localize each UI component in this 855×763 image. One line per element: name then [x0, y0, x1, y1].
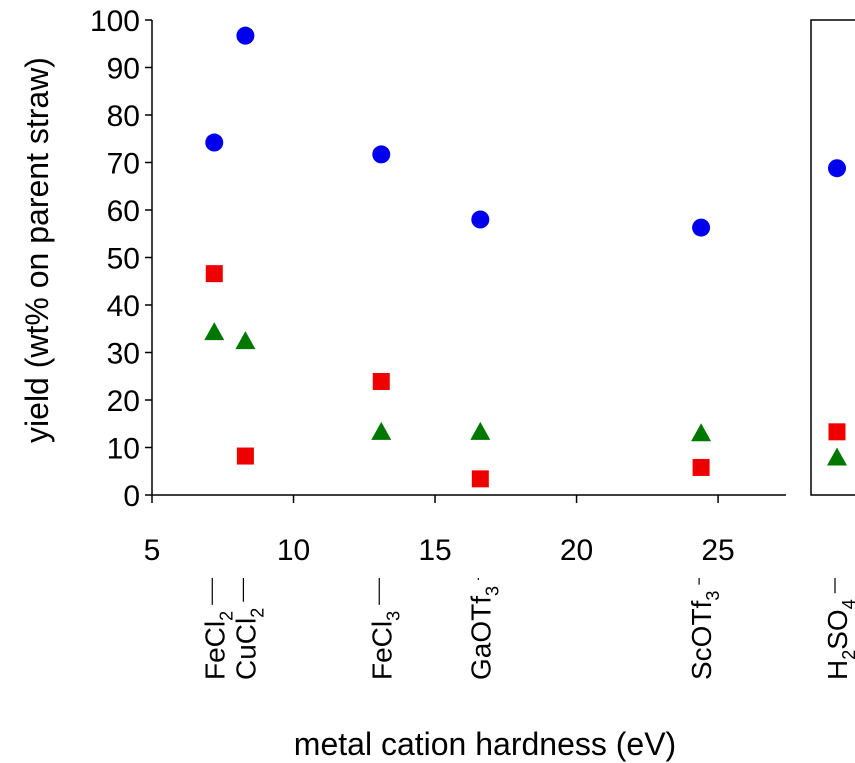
category-label: FeCl2 [199, 611, 236, 680]
x-tick-label: 25 [701, 534, 734, 567]
y-tick-label: 10 [107, 433, 140, 466]
category-label: ScOTf3 [686, 591, 723, 680]
reference-plot-frame [810, 19, 855, 496]
circle-point [205, 133, 224, 152]
subscript: 3 [383, 611, 403, 621]
category-label-text: ScOTf3 [686, 591, 723, 680]
triangle-point [691, 423, 712, 442]
y-tick-label: 90 [107, 53, 140, 86]
y-tick-label: 70 [107, 148, 140, 181]
circle-point [372, 145, 391, 164]
circle-point [236, 26, 255, 45]
formula-part: H [822, 660, 853, 680]
square-point [236, 447, 254, 465]
data-points [204, 26, 847, 488]
triangle-point [470, 421, 491, 440]
x-axis-ticks: 5 10 15 20 25 [144, 495, 735, 567]
y-tick-label: 30 [107, 338, 140, 371]
subscript: 3 [482, 586, 502, 596]
triangle-point [371, 421, 392, 440]
category-label: GaOTf3 [465, 586, 502, 680]
y-tick-label: 40 [107, 290, 140, 323]
square-point [828, 423, 846, 441]
x-tick-label: 15 [418, 534, 451, 567]
subscript: 3 [703, 591, 723, 601]
y-tick-label: 20 [107, 385, 140, 418]
x-tick-label: 10 [277, 534, 310, 567]
subscript: 2 [247, 608, 267, 618]
subscript: 4 [839, 599, 855, 609]
triangle-point [827, 447, 847, 466]
subscript: 2 [216, 611, 236, 621]
subscript: 2 [839, 650, 855, 660]
catalyst-labels: FeCl2CuCl2FeCl3GaOTf3ScOTf3H2SO4 [199, 578, 855, 680]
formula-part: FeCl [366, 621, 397, 680]
circle-point [471, 210, 490, 229]
square-point [471, 470, 489, 488]
x-tick-label: 5 [144, 534, 161, 567]
category-label-text: FeCl2 [199, 611, 236, 680]
main-plot-frame [151, 20, 786, 496]
y-axis-title: yield (wt% on parent straw) [19, 57, 55, 443]
circle-point [692, 218, 711, 237]
y-tick-label: 100 [90, 5, 140, 38]
x-tick-label: 20 [560, 534, 593, 567]
reference-label-text: H2SO4 [822, 599, 855, 680]
square-point [692, 458, 710, 476]
category-label: CuCl2 [230, 608, 267, 680]
x-axis-title: metal cation hardness (eV) [294, 726, 676, 762]
category-label-text: FeCl3 [366, 611, 403, 680]
y-axis-ticks: 0 10 20 30 40 50 60 70 80 90 100 [90, 5, 152, 513]
triangle-point [235, 331, 256, 350]
formula-part: CuCl [230, 618, 261, 680]
formula-part: ScOTf [686, 600, 717, 680]
y-tick-label: 80 [107, 100, 140, 133]
reference-panel-border [810, 19, 855, 496]
circle-point [828, 159, 846, 178]
category-label: FeCl3 [366, 611, 403, 680]
square-point [205, 265, 223, 283]
y-tick-label: 50 [107, 243, 140, 276]
reference-label: H2SO4 [822, 599, 855, 680]
y-tick-label: 0 [123, 480, 140, 513]
formula-part: GaOTf [465, 596, 496, 680]
square-point [372, 372, 390, 390]
formula-part: FeCl [199, 621, 230, 680]
formula-part: SO [822, 609, 853, 649]
category-label-text: CuCl2 [230, 608, 267, 680]
y-tick-label: 60 [107, 195, 140, 228]
triangle-point [204, 322, 225, 341]
category-label-text: GaOTf3 [465, 586, 502, 680]
